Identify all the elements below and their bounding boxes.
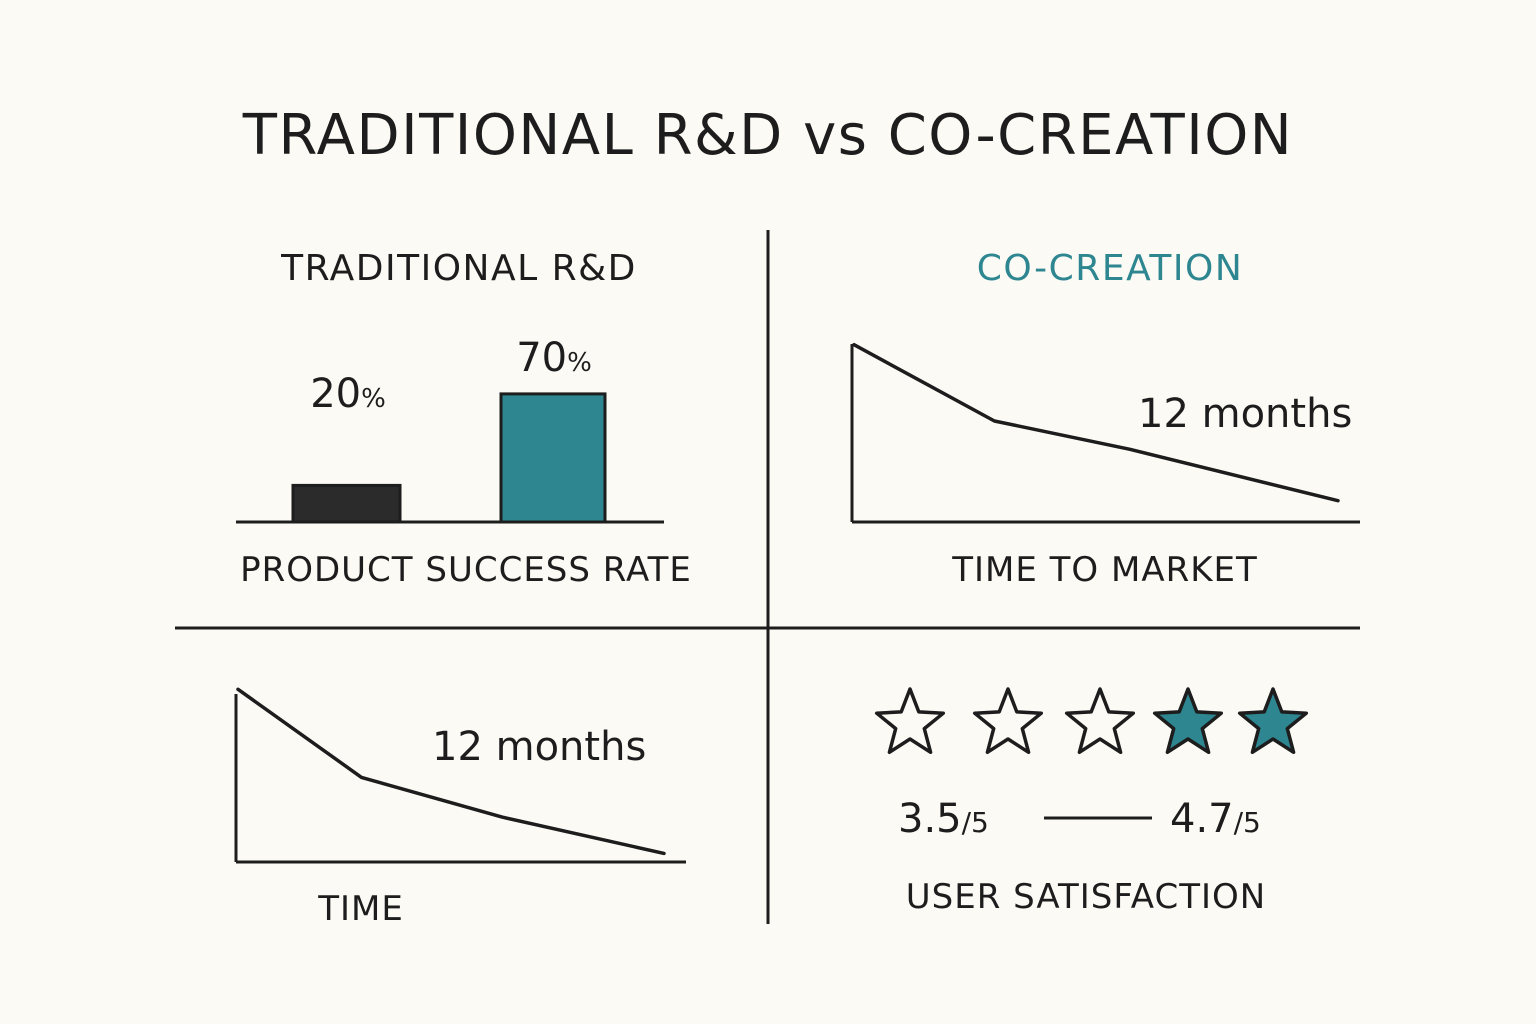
rating-to: 4.7/5 xyxy=(1170,795,1261,851)
annotation-12-months-traditional: 12 months xyxy=(432,724,647,770)
caption-time: TIME xyxy=(318,889,404,929)
rating-from-number: 3.5 xyxy=(898,796,962,842)
rating-to-number: 4.7 xyxy=(1170,796,1234,842)
rating-from: 3.5/5 xyxy=(898,795,989,851)
caption-user-satisfaction: USER SATISFACTION xyxy=(905,877,1267,917)
bar-chart xyxy=(236,392,664,524)
bar-value-number: 20 xyxy=(310,371,362,417)
bar-value-number: 70 xyxy=(516,335,568,381)
panel-title-co-creation: CO-CREATION xyxy=(976,248,1244,289)
annotation-12-months-co-creation: 12 months xyxy=(1138,391,1353,437)
panel-title-traditional: TRADITIONAL R&D xyxy=(281,248,637,289)
star-filled-icon xyxy=(1237,687,1309,755)
main-title: TRADITIONAL R&D vs CO-CREATION xyxy=(242,103,1294,168)
bar-1 xyxy=(291,483,402,524)
star-outline-icon xyxy=(972,687,1044,755)
bar-value-label-2: 70% xyxy=(500,334,608,390)
line-chart-time-to-market xyxy=(850,342,1360,524)
bar-value-unit: % xyxy=(567,348,592,378)
star-outline-icon xyxy=(874,687,946,755)
bar-value-unit: % xyxy=(361,384,386,414)
star-outline-icon xyxy=(1064,687,1136,755)
rating-stars xyxy=(874,687,1309,755)
rating-to-unit: /5 xyxy=(1233,806,1261,839)
series-line xyxy=(852,342,1340,503)
bar-value-label-1: 20% xyxy=(296,370,400,426)
rating-from-unit: /5 xyxy=(961,806,989,839)
caption-product-success-rate: PRODUCT SUCCESS RATE xyxy=(240,550,692,590)
caption-time-to-market: TIME TO MARKET xyxy=(952,550,1258,590)
series-line xyxy=(236,687,666,856)
line-chart-time xyxy=(234,687,686,864)
star-filled-icon xyxy=(1152,687,1224,755)
bar-2 xyxy=(499,392,607,524)
